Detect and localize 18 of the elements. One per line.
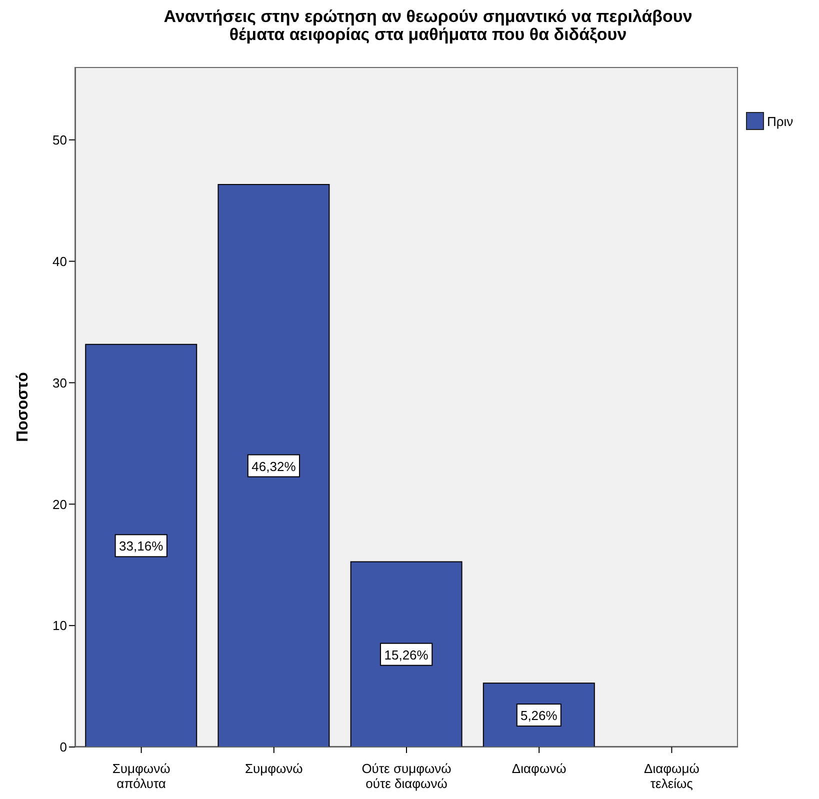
x-tick-label: Διαφωνώ — [512, 761, 566, 776]
y-tick-label: 50 — [52, 132, 67, 148]
data-label: 15,26% — [384, 647, 429, 662]
y-axis-title: Ποσοστό — [14, 372, 32, 442]
x-tick-label: Συμφωνώ απόλυτα — [112, 761, 170, 791]
data-label: 46,32% — [252, 458, 296, 474]
data-label: 33,16% — [119, 538, 164, 554]
chart-title: Αναντήσεις στην ερώτηση αν θεωρούν σημαντικό να περιλάβουν θέματα αειφορίας στα μαθήματα που θα διδάξουν — [162, 7, 694, 44]
x-tick-label: Συμφωνώ — [244, 761, 303, 776]
x-tick-label: Διαφωμώ τελείως — [644, 761, 700, 791]
x-tick-label: Ούτε συμφωνώ ούτε διαφωνώ — [362, 761, 452, 791]
data-label: 5,26% — [520, 708, 558, 724]
y-tick-label: 0 — [60, 740, 67, 755]
y-tick-label: 40 — [52, 254, 67, 269]
y-tick-label: 20 — [52, 496, 67, 512]
y-tick-label: 30 — [52, 375, 67, 390]
y-tick-label: 10 — [52, 618, 67, 634]
legend-label: Πριν — [766, 112, 794, 130]
